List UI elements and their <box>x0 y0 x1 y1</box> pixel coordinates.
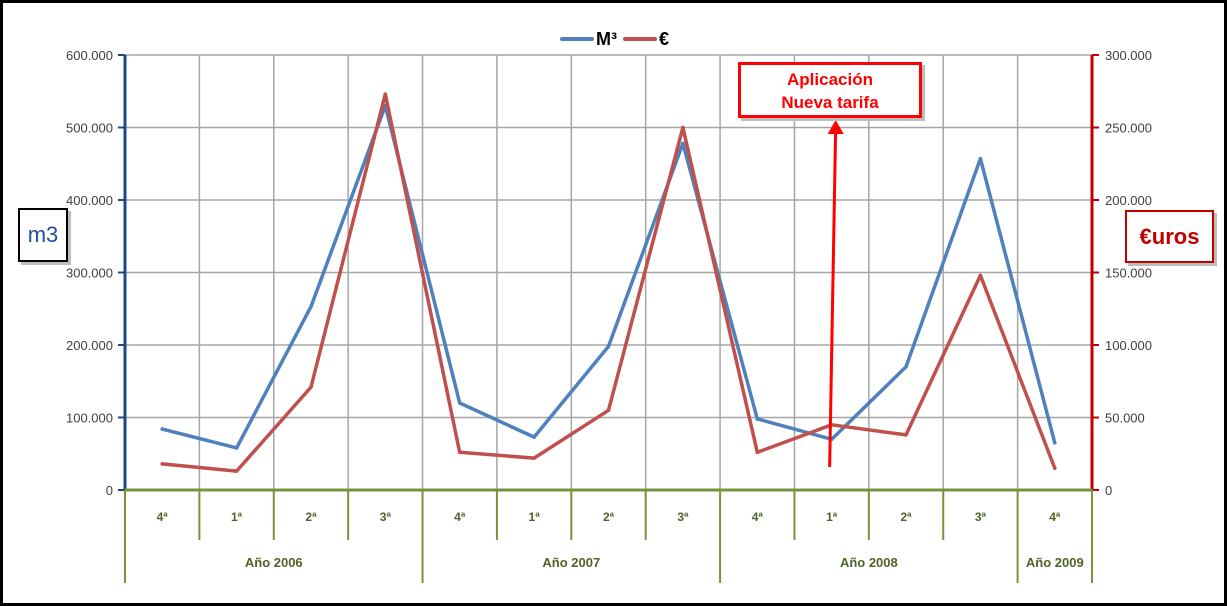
x-tick-label: 3ª <box>975 510 987 524</box>
y-tick-label-left: 300.000 <box>66 266 113 281</box>
y-tick-label-right: 0 <box>1105 483 1112 498</box>
data-point-euro <box>383 92 388 96</box>
annotation-line-1: Aplicación <box>787 70 873 89</box>
data-point-euro <box>309 385 313 389</box>
data-point-euro <box>160 462 164 466</box>
x-tick-label: 2ª <box>603 510 615 524</box>
series-line-euro <box>162 92 1057 473</box>
data-point-euro <box>904 433 908 437</box>
data-point-m3 <box>234 446 239 450</box>
data-point-euro <box>1053 466 1057 471</box>
right-axis-title: €uros <box>1125 210 1214 263</box>
annotation-arrow-head <box>827 120 844 134</box>
data-point-m3 <box>755 417 760 421</box>
x-tick-label: 4ª <box>1049 510 1061 524</box>
x-group-label: Año 2007 <box>542 555 600 570</box>
data-point-m3 <box>904 364 908 369</box>
data-point-m3 <box>532 435 536 439</box>
legend-item-euro: € <box>623 29 669 50</box>
y-tick-label-left: 500.000 <box>66 121 113 136</box>
data-point-euro <box>532 456 536 460</box>
y-tick-label-right: 100.000 <box>1105 338 1152 353</box>
data-point-euro <box>606 408 611 413</box>
legend-swatch-m3 <box>560 37 594 41</box>
y-tick-label-right: 150.000 <box>1105 266 1152 281</box>
x-tick-label: 1ª <box>529 510 541 524</box>
annotation-line-2: Nueva tarifa <box>781 93 879 112</box>
legend: M³ € <box>560 27 669 51</box>
x-group-label: Año 2008 <box>840 555 898 570</box>
series-line-m3 <box>161 104 1057 450</box>
data-point-m3 <box>309 304 313 309</box>
x-group-label: Año 2009 <box>1026 555 1084 570</box>
x-tick-label: 2ª <box>900 510 912 524</box>
data-point-m3 <box>457 401 462 405</box>
x-tick-label: 2ª <box>305 510 317 524</box>
y-tick-label-right: 250.000 <box>1105 121 1152 136</box>
y-tick-label-left: 400.000 <box>66 193 113 208</box>
data-point-euro <box>978 273 983 278</box>
legend-label-euro: € <box>659 28 670 49</box>
x-tick-label: 3ª <box>380 510 392 524</box>
left-axis-title-text: m3 <box>27 222 59 247</box>
y-tick-label-left: 100.000 <box>66 411 113 426</box>
legend-swatch-euro <box>623 37 657 41</box>
annotation-box: Aplicación Nueva tarifa <box>738 62 922 118</box>
x-tick-label: 3ª <box>677 510 689 524</box>
y-tick-label-right: 50.000 <box>1105 411 1145 426</box>
data-point-euro <box>234 469 239 473</box>
data-point-m3 <box>978 156 983 161</box>
annotation-arrow-line <box>828 127 838 468</box>
data-point-euro <box>457 450 462 455</box>
data-point-euro <box>755 450 760 455</box>
data-point-m3 <box>681 141 685 146</box>
right-axis-title-text: €uros <box>1139 223 1200 249</box>
x-tick-label: 1ª <box>826 510 838 524</box>
data-point-m3 <box>160 427 164 431</box>
x-tick-label: 4ª <box>157 510 169 524</box>
y-tick-label-left: 600.000 <box>66 48 113 63</box>
data-point-m3 <box>606 344 611 349</box>
left-axis-title: m3 <box>18 208 68 262</box>
data-point-euro <box>681 125 685 130</box>
x-tick-label: 4ª <box>752 510 764 524</box>
x-tick-label: 1ª <box>231 510 243 524</box>
y-tick-label-right: 300.000 <box>1105 48 1152 63</box>
y-tick-label-left: 200.000 <box>66 338 113 353</box>
data-point-m3 <box>1053 441 1057 445</box>
legend-item-m3: M³ <box>560 29 617 50</box>
x-tick-label: 4ª <box>454 510 466 524</box>
y-tick-label-left: 0 <box>106 483 113 498</box>
legend-label-m3: M³ <box>596 28 617 49</box>
x-group-label: Año 2006 <box>245 555 303 570</box>
y-tick-label-right: 200.000 <box>1105 193 1152 208</box>
